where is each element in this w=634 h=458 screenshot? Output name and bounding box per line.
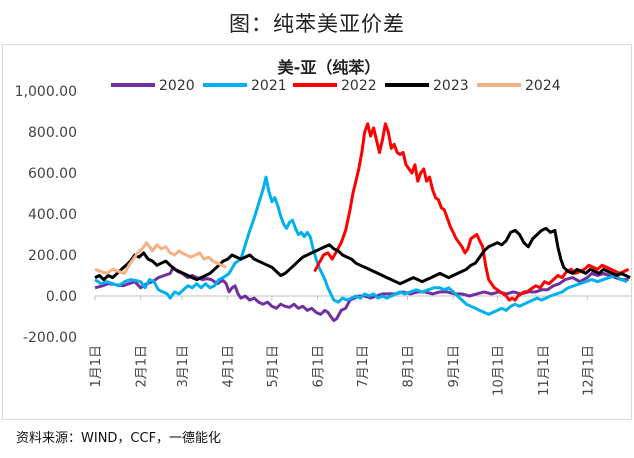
x-tick-label: 9月1日 (447, 345, 462, 388)
y-tick-label: 1,000.00 (15, 84, 77, 100)
page-title: 图：纯苯美亚价差 (229, 12, 405, 36)
x-tick-label: 10月1日 (491, 345, 506, 396)
source-note: 资料来源：WIND，CCF，一德能化 (16, 431, 222, 446)
x-tick-label: 4月1日 (222, 345, 237, 388)
x-tick-label: 11月1日 (537, 345, 552, 396)
y-tick-label: 800.00 (28, 125, 77, 141)
x-tick-label: 7月1日 (356, 345, 371, 388)
y-tick-label: -200.00 (23, 330, 77, 346)
chart-frame: 美-亚（纯苯） 2020 2021 2022 2023 2024 -200.00 0.00… (2, 44, 633, 420)
y-tick-label: 600.00 (28, 166, 77, 182)
x-tick-label: 6月1日 (312, 345, 327, 388)
series-line-2020 (94, 265, 629, 323)
y-tick-label: 0.00 (46, 289, 77, 305)
x-axis: 1月1日 2月1日 3月1日 4月1日 5月1日 6月1日 7月1日 8月1日 9月1日 10月1… (89, 295, 633, 396)
legend-label-2021: 2021 (251, 78, 287, 94)
series-line-2021 (94, 175, 628, 316)
y-tick-label: 400.00 (28, 207, 77, 223)
series-line-2023 (94, 226, 631, 286)
x-tick-label: 3月1日 (176, 345, 191, 388)
legend: 2020 2021 2022 2023 2024 (111, 78, 561, 94)
chart-svg: 美-亚（纯苯） 2020 2021 2022 2023 2024 -200.00 0.00… (15, 58, 633, 396)
y-tick-label: 200.00 (28, 248, 77, 264)
plot-area (94, 122, 631, 323)
legend-label-2022: 2022 (341, 78, 377, 94)
x-tick-label: 2月1日 (135, 345, 150, 388)
legend-label-2020: 2020 (159, 78, 195, 94)
series-line-2022 (313, 122, 630, 302)
legend-label-2024: 2024 (525, 78, 561, 94)
series-line-2024 (94, 241, 227, 275)
y-axis: -200.00 0.00 200.00 400.00 600.00 800.00 1,000… (15, 84, 77, 346)
x-tick-label: 8月1日 (401, 345, 416, 388)
chart-title: 美-亚（纯苯） (278, 58, 381, 77)
legend-label-2023: 2023 (433, 78, 469, 94)
x-tick-label: 12月1日 (581, 345, 596, 396)
x-tick-label: 1月1日 (89, 345, 104, 388)
x-tick-label: 5月1日 (266, 345, 281, 388)
